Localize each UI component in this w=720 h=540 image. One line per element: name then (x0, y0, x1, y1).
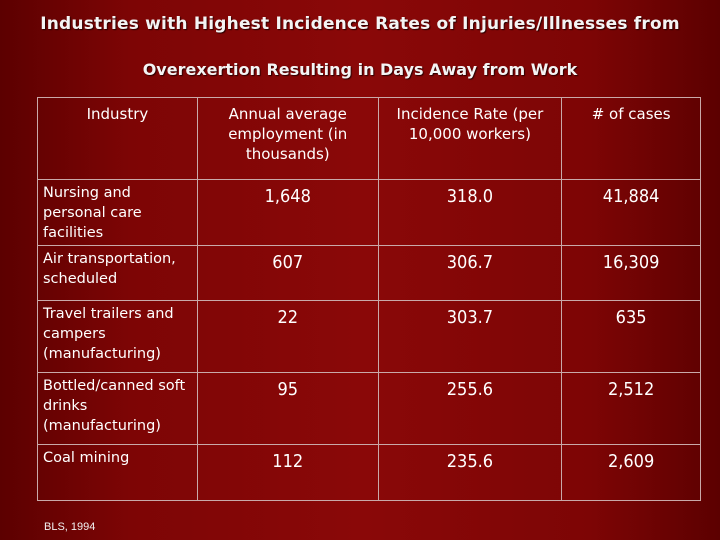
industry-cell: Coal mining (37, 444, 198, 501)
employment-cell: 1,648 (196, 179, 379, 246)
industry-cell: Air transportation, scheduled (37, 245, 198, 301)
rate-cell: 303.7 (377, 300, 563, 373)
employment-cell: 112 (196, 444, 379, 501)
source-citation: BLS, 1994 (44, 521, 96, 533)
header-industry: Industry (37, 97, 198, 180)
header-cases: # of cases (561, 97, 701, 180)
employment-cell: 607 (196, 245, 379, 301)
rate-cell: 255.6 (377, 372, 563, 445)
table-row: Air transportation, scheduled 607 306.7 … (37, 245, 701, 301)
table-row: Bottled/canned soft drinks (manufacturin… (37, 372, 701, 445)
cases-cell: 41,884 (561, 179, 701, 246)
rate-cell: 235.6 (377, 444, 563, 501)
cases-cell: 635 (561, 300, 701, 373)
industry-table: Industry Annual average employment (in t… (37, 97, 701, 501)
table-header-row: Industry Annual average employment (in t… (37, 97, 701, 180)
header-incidence-rate: Incidence Rate (per 10,000 workers) (377, 97, 563, 180)
cases-cell: 2,512 (561, 372, 701, 445)
employment-cell: 22 (196, 300, 379, 373)
table-row: Coal mining 112 235.6 2,609 (37, 444, 701, 501)
slide-title-line2: Overexertion Resulting in Days Away from… (142, 60, 578, 79)
industry-cell: Nursing and personal care facilities (37, 179, 198, 246)
header-employment: Annual average employment (in thousands) (196, 97, 379, 180)
employment-cell: 95 (196, 372, 379, 445)
cases-cell: 2,609 (561, 444, 701, 501)
table-row: Travel trailers and campers (manufacturi… (37, 300, 701, 373)
table-row: Nursing and personal care facilities 1,6… (37, 179, 701, 246)
industry-cell: Travel trailers and campers (manufacturi… (37, 300, 198, 373)
slide-title-line1: Industries with Highest Incidence Rates … (40, 14, 680, 34)
rate-cell: 318.0 (377, 179, 563, 246)
industry-cell: Bottled/canned soft drinks (manufacturin… (37, 372, 198, 445)
cases-cell: 16,309 (561, 245, 701, 301)
rate-cell: 306.7 (377, 245, 563, 301)
